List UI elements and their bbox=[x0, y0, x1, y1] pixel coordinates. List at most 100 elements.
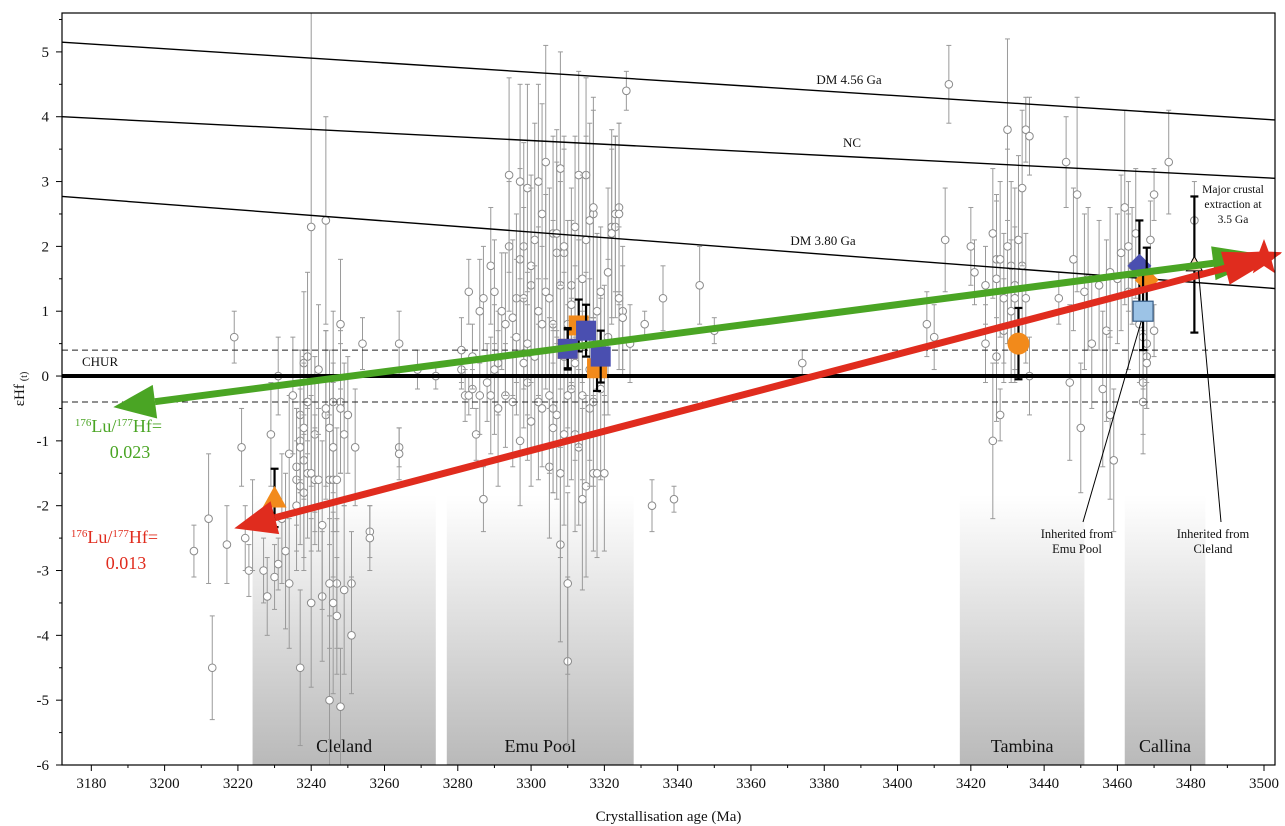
data-point bbox=[237, 407, 246, 487]
data-point bbox=[295, 589, 305, 747]
point-marker bbox=[325, 695, 334, 705]
point-marker bbox=[1116, 248, 1126, 258]
point-marker bbox=[1003, 242, 1012, 251]
ratio-value: 0.013 bbox=[106, 553, 147, 573]
point-marker bbox=[314, 475, 323, 485]
mean-marker bbox=[576, 320, 597, 341]
data-point bbox=[270, 544, 279, 610]
point-marker bbox=[1149, 326, 1159, 335]
point-marker bbox=[229, 332, 239, 342]
point-marker bbox=[600, 468, 609, 478]
point-marker bbox=[559, 430, 569, 439]
point-marker bbox=[1072, 190, 1082, 199]
reference-line bbox=[62, 41, 1275, 121]
x-tick-label: 3320 bbox=[589, 776, 619, 792]
data-point bbox=[658, 265, 668, 332]
point-marker bbox=[266, 430, 276, 439]
data-point bbox=[988, 362, 998, 520]
x-tick-label: 3480 bbox=[1176, 776, 1206, 792]
point-marker bbox=[321, 216, 331, 225]
point-marker bbox=[325, 423, 334, 433]
point-marker bbox=[328, 598, 338, 608]
data-point bbox=[262, 557, 272, 636]
data-point bbox=[981, 245, 990, 325]
annotation-text: Inherited from bbox=[1177, 527, 1250, 541]
point-marker bbox=[358, 339, 367, 348]
point-marker bbox=[922, 319, 932, 329]
mean-symbol-square bbox=[1132, 271, 1154, 352]
x-tick-label: 3340 bbox=[663, 776, 693, 792]
ratio-text: Hf= bbox=[129, 527, 158, 547]
point-marker bbox=[259, 566, 268, 575]
mean-symbol-square bbox=[590, 329, 611, 384]
reference-line bbox=[62, 116, 1275, 180]
point-marker bbox=[995, 410, 1005, 420]
y-tick-label: 2 bbox=[42, 239, 50, 255]
y-tick-label: -1 bbox=[37, 434, 50, 450]
plot-frame bbox=[61, 12, 1276, 766]
point-marker bbox=[970, 268, 979, 277]
point-marker bbox=[640, 319, 649, 329]
data-point bbox=[325, 518, 334, 649]
data-point bbox=[306, 394, 316, 552]
point-marker bbox=[464, 287, 474, 297]
x-tick-label: 3240 bbox=[296, 776, 326, 792]
point-marker bbox=[1025, 131, 1034, 141]
data-point bbox=[204, 453, 213, 584]
point-marker bbox=[515, 177, 525, 186]
point-marker bbox=[365, 533, 375, 543]
point-marker bbox=[270, 572, 279, 582]
x-tick-label: 3300 bbox=[516, 776, 546, 792]
point-marker bbox=[339, 430, 349, 439]
unit-band bbox=[1124, 495, 1206, 765]
point-marker bbox=[999, 293, 1009, 303]
point-marker bbox=[534, 177, 543, 186]
ratio-text: Lu/ bbox=[87, 527, 112, 547]
point-marker bbox=[534, 306, 543, 316]
data-point bbox=[944, 44, 954, 124]
data-point bbox=[534, 226, 543, 396]
data-point bbox=[1105, 206, 1115, 338]
point-marker bbox=[394, 449, 404, 459]
data-point bbox=[589, 96, 598, 319]
reference-lines bbox=[62, 41, 1275, 403]
data-point bbox=[394, 427, 404, 481]
data-point bbox=[321, 330, 331, 487]
data-point bbox=[992, 194, 1001, 364]
arrow-shaft bbox=[154, 254, 1254, 406]
point-marker bbox=[1010, 293, 1020, 303]
data-point bbox=[222, 505, 232, 584]
point-marker bbox=[515, 436, 525, 446]
data-point bbox=[501, 252, 510, 396]
point-marker bbox=[995, 255, 1005, 264]
point-marker bbox=[336, 702, 345, 711]
point-marker bbox=[578, 494, 587, 504]
data-point bbox=[475, 258, 485, 364]
point-marker bbox=[189, 546, 199, 556]
unit-label: Emu Pool bbox=[504, 736, 576, 756]
unit-label: Cleland bbox=[316, 736, 372, 756]
data-point bbox=[570, 265, 580, 461]
point-marker bbox=[570, 358, 580, 368]
point-marker bbox=[1021, 293, 1031, 303]
point-marker bbox=[1076, 423, 1086, 433]
point-marker bbox=[350, 443, 360, 452]
point-marker bbox=[486, 261, 496, 271]
point-marker bbox=[288, 391, 298, 400]
y-tick-label: -6 bbox=[37, 758, 50, 774]
data-point bbox=[600, 394, 609, 552]
point-marker bbox=[545, 293, 554, 303]
axes: 3180 3200 3220 3240 3260 3280 3300 3320 3340 3360… bbox=[12, 12, 1279, 825]
leader-line bbox=[1197, 270, 1222, 523]
point-marker bbox=[647, 501, 657, 510]
ratio-text: Hf= bbox=[133, 416, 162, 436]
annotation-text: Inherited from bbox=[1041, 527, 1114, 541]
point-marker bbox=[519, 358, 529, 368]
point-marker bbox=[504, 170, 514, 180]
data-point bbox=[288, 336, 298, 455]
point-marker bbox=[537, 209, 547, 219]
data-point bbox=[1061, 116, 1071, 208]
data-point bbox=[1072, 96, 1082, 293]
data-point bbox=[647, 479, 657, 533]
